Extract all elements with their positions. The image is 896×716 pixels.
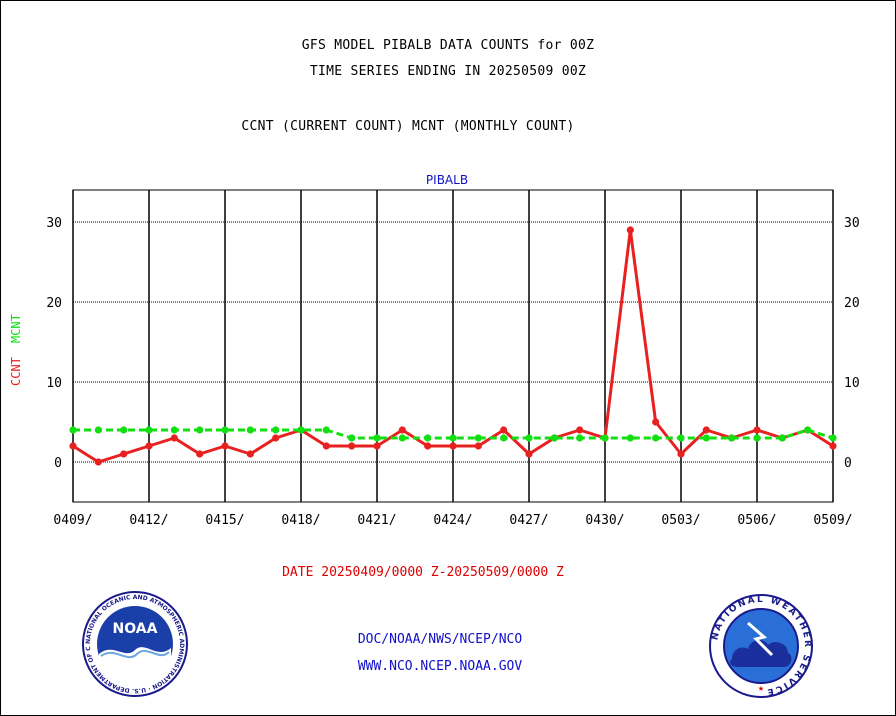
x-tick-label: 0503/ bbox=[661, 513, 700, 528]
data-point-ccnt bbox=[702, 426, 710, 434]
data-point-mcnt bbox=[829, 434, 837, 442]
data-point-mcnt bbox=[576, 434, 584, 442]
x-tick-label: 0418/ bbox=[281, 513, 320, 528]
y-axis-label: CCNT MCNT bbox=[9, 314, 23, 386]
y-tick-label-right: 30 bbox=[844, 216, 860, 231]
data-point-mcnt bbox=[652, 434, 660, 442]
data-point-mcnt bbox=[348, 434, 356, 442]
panel-title: PIBALB bbox=[426, 173, 468, 187]
y-tick-label-right: 20 bbox=[844, 296, 860, 311]
data-point-mcnt bbox=[272, 426, 280, 434]
x-tick-label: 0412/ bbox=[129, 513, 168, 528]
data-point-mcnt bbox=[474, 434, 482, 442]
y-axis-label-ccnt: CCNT bbox=[9, 357, 23, 386]
data-point-ccnt bbox=[120, 450, 128, 458]
data-point-mcnt bbox=[728, 434, 736, 442]
series-layer bbox=[69, 226, 837, 466]
y-tick-label-left: 0 bbox=[54, 456, 62, 471]
data-point-mcnt bbox=[778, 434, 786, 442]
noaa-logo-text: NOAA bbox=[113, 621, 158, 637]
data-point-ccnt bbox=[373, 442, 381, 450]
data-point-mcnt bbox=[373, 434, 381, 442]
data-point-ccnt bbox=[196, 450, 204, 458]
data-point-mcnt bbox=[702, 434, 710, 442]
data-point-mcnt bbox=[753, 434, 761, 442]
chart-subtitle: CCNT (CURRENT COUNT) MCNT (MONTHLY COUNT… bbox=[241, 119, 575, 134]
data-point-mcnt bbox=[196, 426, 204, 434]
y-tick-label-right: 0 bbox=[844, 456, 852, 471]
chart-title-line1: GFS MODEL PIBALB DATA COUNTS for 00Z bbox=[301, 38, 595, 53]
data-point-mcnt bbox=[94, 426, 102, 434]
data-point-mcnt bbox=[120, 426, 128, 434]
grid-layer bbox=[72, 189, 834, 503]
data-point-ccnt bbox=[829, 442, 837, 450]
x-tick-label: 0506/ bbox=[737, 513, 776, 528]
data-point-ccnt bbox=[474, 442, 482, 450]
y-tick-label-left: 20 bbox=[46, 296, 62, 311]
data-point-ccnt bbox=[170, 434, 178, 442]
y-tick-label-left: 10 bbox=[46, 376, 62, 391]
x-tick-label: 0427/ bbox=[509, 513, 548, 528]
data-point-ccnt bbox=[272, 434, 280, 442]
data-point-mcnt bbox=[170, 426, 178, 434]
data-point-ccnt bbox=[398, 426, 406, 434]
nws-star-icon: ★ bbox=[758, 683, 764, 694]
data-point-ccnt bbox=[221, 442, 229, 450]
data-point-ccnt bbox=[94, 458, 102, 466]
data-point-mcnt bbox=[297, 426, 305, 434]
data-point-mcnt bbox=[246, 426, 254, 434]
data-point-ccnt bbox=[500, 426, 508, 434]
nws-logo: NATIONAL WEATHER SERVICE ★ bbox=[709, 594, 813, 698]
data-point-mcnt bbox=[525, 434, 533, 442]
chart-title-line2: TIME SERIES ENDING IN 20250509 00Z bbox=[309, 64, 587, 79]
x-tick-label: 0430/ bbox=[585, 513, 624, 528]
data-point-ccnt bbox=[246, 450, 254, 458]
data-point-ccnt bbox=[348, 442, 356, 450]
data-point-ccnt bbox=[677, 450, 685, 458]
data-point-mcnt bbox=[500, 434, 508, 442]
data-point-mcnt bbox=[145, 426, 153, 434]
data-point-mcnt bbox=[626, 434, 634, 442]
data-point-mcnt bbox=[69, 426, 77, 434]
data-point-mcnt bbox=[322, 426, 330, 434]
data-point-mcnt bbox=[221, 426, 229, 434]
data-point-ccnt bbox=[145, 442, 153, 450]
data-point-ccnt bbox=[424, 442, 432, 450]
axis-layer: 0 0 10 10 20 20 30 30 0409/0412/0415/0418/0421/0… bbox=[9, 173, 860, 528]
data-point-ccnt bbox=[652, 418, 660, 426]
data-point-mcnt bbox=[398, 434, 406, 442]
data-point-mcnt bbox=[601, 434, 609, 442]
data-point-mcnt bbox=[804, 426, 812, 434]
org-path-label: DOC/NOAA/NWS/NCEP/NCO bbox=[357, 632, 523, 647]
y-tick-label-right: 10 bbox=[844, 376, 860, 391]
x-tick-label: 0424/ bbox=[433, 513, 472, 528]
x-tick-label: 0409/ bbox=[53, 513, 92, 528]
website-link[interactable]: WWW.NCO.NCEP.NOAA.GOV bbox=[357, 659, 523, 674]
data-point-ccnt bbox=[753, 426, 761, 434]
x-tick-label: 0421/ bbox=[357, 513, 396, 528]
y-tick-label-left: 30 bbox=[46, 216, 62, 231]
data-point-mcnt bbox=[449, 434, 457, 442]
x-tick-label: 0509/ bbox=[813, 513, 852, 528]
data-point-ccnt bbox=[626, 226, 634, 234]
x-tick-label: 0415/ bbox=[205, 513, 244, 528]
data-point-mcnt bbox=[677, 434, 685, 442]
noaa-logo: NOAA NATIONAL OCEANIC AND ATMOSPHERIC AD… bbox=[81, 590, 188, 697]
data-point-ccnt bbox=[69, 442, 77, 450]
data-point-mcnt bbox=[424, 434, 432, 442]
data-point-ccnt bbox=[576, 426, 584, 434]
data-point-ccnt bbox=[449, 442, 457, 450]
date-range-label: DATE 20250409/0000 Z-20250509/0000 Z bbox=[282, 565, 564, 580]
data-point-ccnt bbox=[525, 450, 533, 458]
data-point-ccnt bbox=[322, 442, 330, 450]
data-point-mcnt bbox=[550, 434, 558, 442]
y-axis-label-mcnt: MCNT bbox=[9, 314, 23, 343]
